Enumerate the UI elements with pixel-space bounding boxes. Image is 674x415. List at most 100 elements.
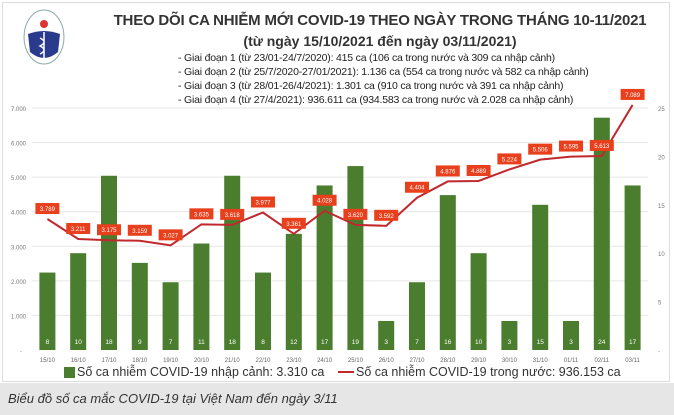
- bar-data-label: 17: [629, 339, 637, 346]
- bar-data-label: 11: [198, 339, 205, 346]
- x-axis-tick: 26/10: [379, 358, 395, 364]
- x-axis-tick: 20/10: [194, 358, 210, 364]
- x-axis-tick: 03/11: [625, 358, 640, 364]
- bar-imported-02/11: [593, 117, 610, 351]
- bar-data-label: 16: [444, 339, 452, 346]
- bar-data-label: 15: [537, 339, 545, 346]
- line-data-label-box: [528, 143, 553, 155]
- chart-subtitle: (từ ngày 15/10/2021 đến ngày 03/11/2021): [243, 33, 517, 49]
- line-data-label: 3.361: [286, 222, 302, 228]
- bar-data-label: 3: [508, 339, 512, 346]
- legend-item-line: Số ca nhiễm COVID-19 trong nước: 936.153…: [338, 365, 621, 379]
- line-data-label-box: [35, 203, 60, 215]
- chart-title: THEO DÕI CA NHIỄM MỚI COVID-19 THEO NGÀY…: [113, 12, 647, 29]
- right-axis-tick: 10: [658, 252, 665, 258]
- line-data-label-box: [435, 165, 460, 177]
- left-axis-tick: 4.000: [11, 211, 27, 217]
- bar-data-label: 9: [138, 339, 142, 346]
- bar-imported-01/11: [563, 320, 579, 350]
- line-data-label-box: [559, 140, 583, 152]
- x-axis-tick: 16/10: [71, 358, 87, 364]
- line-data-label: 3.620: [348, 213, 364, 219]
- bar-data-label: 10: [75, 339, 83, 346]
- left-axis-tick: 3.000: [11, 245, 27, 251]
- bar-data-label: 17: [321, 339, 329, 346]
- bar-imported-23/10: [285, 233, 302, 350]
- chart-plot: - 1.000 2.000 3.000 4.000 5.000 6.000 7.000 - 5 10…: [11, 88, 665, 364]
- left-axis-tick: 1.000: [11, 314, 27, 320]
- chart-frame: [2, 2, 670, 382]
- bar-data-label: 24: [598, 339, 606, 346]
- bar-imported-27/10: [409, 282, 425, 350]
- x-axis-tick: 17/10: [101, 358, 117, 364]
- line-data-label: 3.159: [132, 229, 148, 235]
- line-data-label-box: [66, 222, 91, 234]
- line-domestic: [46, 104, 634, 247]
- stage-1-text: - Giai đoạn 1 (từ 23/01-24/7/2020): 415 …: [178, 52, 555, 64]
- line-data-label: 3.977: [255, 201, 271, 207]
- bar-data-label: 8: [46, 339, 50, 346]
- bar-imported-24/10: [316, 185, 333, 350]
- bar-imported-20/10: [193, 243, 210, 350]
- bar-imported-16/10: [70, 253, 87, 350]
- caption-text: Biểu đồ số ca mắc COVID-19 tại Việt Nam …: [8, 391, 338, 406]
- line-data-label-box: [405, 181, 429, 193]
- line-data-label: 3.211: [71, 227, 86, 233]
- line-data-label-box: [343, 208, 368, 220]
- bar-data-label: 3: [569, 339, 573, 346]
- line-data-label: 3.635: [194, 212, 210, 218]
- x-axis-tick: 01/11: [564, 358, 579, 364]
- line-data-label-box: [466, 164, 491, 176]
- x-axis-tick: 15/10: [40, 358, 56, 364]
- legend-label-imported: Số ca nhiễm COVID-19 nhập cảnh: 3.310 ca: [77, 365, 325, 379]
- bar-imported-21/10: [224, 175, 241, 350]
- line-data-label: 4.404: [409, 186, 425, 192]
- caption-bar: Biểu đồ số ca mắc COVID-19 tại Việt Nam …: [0, 383, 674, 415]
- line-data-label-box: [97, 224, 121, 236]
- line-data-label: 5.613: [594, 144, 610, 150]
- bar-data-label: 7: [415, 339, 419, 346]
- bar-imported-15/10: [39, 272, 56, 350]
- x-axis-tick: 25/10: [348, 358, 364, 364]
- line-data-label: 5.224: [502, 157, 518, 163]
- line-data-label: 4.876: [440, 169, 456, 175]
- x-axis-tick: 21/10: [225, 358, 241, 364]
- legend-item-bar: Số ca nhiễm COVID-19 nhập cảnh: 3.310 ca: [64, 365, 324, 379]
- x-axis-tick: 22/10: [255, 358, 271, 364]
- right-axis-tick: 20: [658, 155, 665, 161]
- bar-imported-03/11: [624, 185, 641, 350]
- bar-imported-28/10: [439, 195, 456, 350]
- bar-imported-30/10: [501, 320, 518, 350]
- stage-3-text: - Giai đoạn 3 (từ 28/01-26/4/2021): 1.30…: [178, 80, 564, 92]
- bar-data-label: 18: [229, 339, 237, 346]
- bar-imported-26/10: [378, 320, 395, 350]
- bar-imported-31/10: [532, 204, 549, 350]
- legend-label-domestic: Số ca nhiễm COVID-19 trong nước: 936.153…: [356, 365, 621, 379]
- bar-data-label: 10: [475, 339, 483, 346]
- bar-imported-25/10: [347, 166, 364, 350]
- x-axis-tick: 18/10: [132, 358, 148, 364]
- bar-data-label: 18: [105, 339, 113, 346]
- right-axis-tick: 5: [658, 301, 662, 307]
- line-data-label: 3.027: [163, 233, 179, 239]
- left-axis-tick: 7.000: [11, 107, 27, 113]
- bar-imported-29/10: [470, 253, 487, 350]
- bar-data-label: 7: [169, 339, 173, 346]
- line-data-label-box: [189, 208, 214, 220]
- bar-data-label: 8: [261, 339, 265, 346]
- x-axis-tick: 23/10: [286, 358, 302, 364]
- x-axis-tick: 24/10: [317, 358, 333, 364]
- x-axis-tick: 30/10: [502, 358, 518, 364]
- x-axis-tick: 31/10: [533, 358, 549, 364]
- ministry-of-health-logo: [23, 9, 65, 65]
- right-axis-tick: 25: [658, 107, 665, 113]
- left-axis-tick: 2.000: [11, 280, 27, 286]
- line-data-label: 5.506: [533, 148, 549, 154]
- line-data-label-box: [251, 196, 275, 208]
- line-data-label: 3.618: [225, 213, 241, 219]
- x-axis-tick: 19/10: [163, 358, 179, 364]
- legend-swatch-red-line: [338, 371, 354, 373]
- line-data-label-box: [497, 153, 522, 165]
- line-data-label: 7.089: [625, 93, 641, 99]
